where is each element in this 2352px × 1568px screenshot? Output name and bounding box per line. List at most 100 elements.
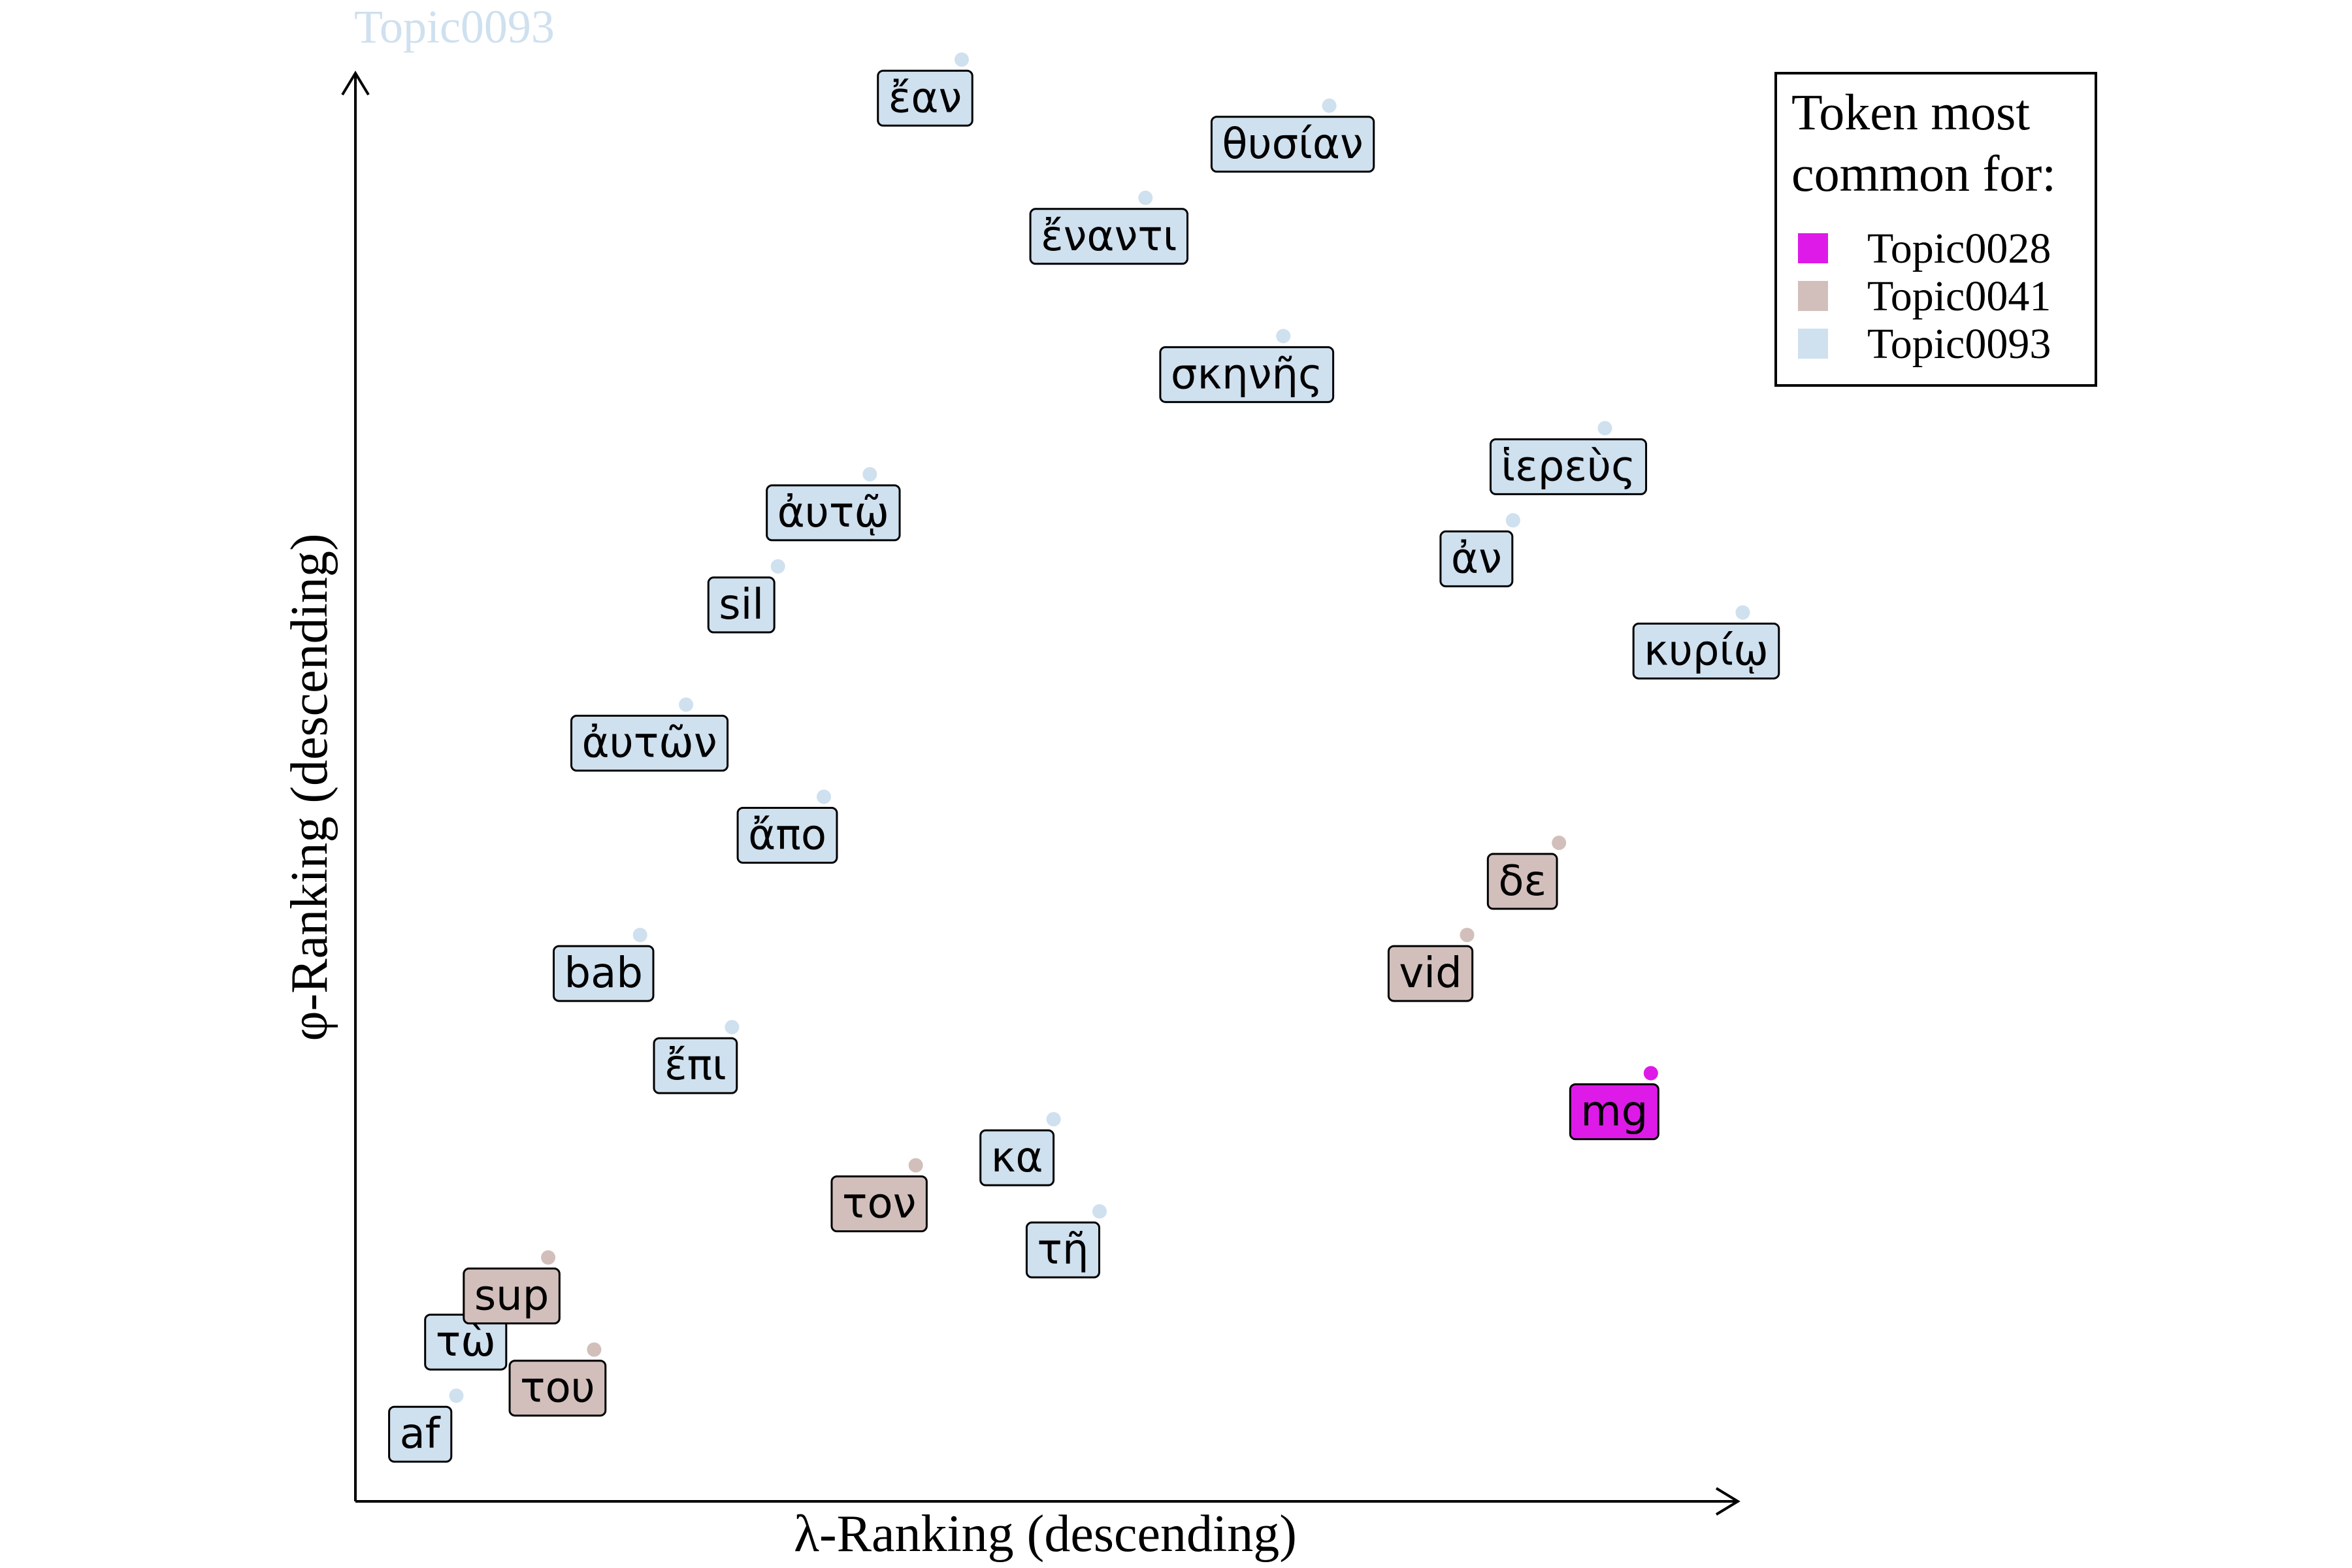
point-marker: [817, 789, 832, 804]
point-marker: [1735, 605, 1750, 620]
token-label-box: [388, 1405, 453, 1463]
token-point-topic0093: sil: [707, 559, 785, 634]
token-label-box: [1159, 346, 1335, 403]
token-label: ἱερεὺς: [1501, 442, 1635, 491]
token-label: ἔαν: [889, 74, 962, 122]
point-marker: [770, 559, 785, 574]
point-marker: [1092, 1204, 1107, 1219]
token-label-box: [766, 484, 901, 542]
token-point-topic0041: τoν: [830, 1158, 928, 1233]
legend-title-line-2: common for:: [1791, 145, 2056, 202]
token-point-topic0093: ἀυτῷ: [766, 466, 901, 542]
token-label-box: [736, 807, 838, 864]
point-marker: [1505, 513, 1520, 528]
legend-box: [1774, 72, 2097, 387]
token-label-box: [1569, 1083, 1659, 1141]
token-label-box: [1439, 530, 1514, 587]
token-label: ἔναντι: [1041, 212, 1177, 261]
legend-label-topic0028: Topic0028: [1867, 225, 2051, 272]
point-marker: [679, 697, 694, 712]
token-label-box: [979, 1129, 1055, 1186]
token-label: τῆ: [1037, 1226, 1088, 1274]
point-marker: [1276, 329, 1291, 344]
token-point-topic0093: af: [388, 1388, 464, 1463]
token-label-box: [1489, 438, 1648, 495]
token-label-box: [463, 1267, 561, 1325]
token-label: bab: [564, 949, 643, 998]
token-point-topic0093: θυσίαν: [1210, 98, 1375, 173]
x-axis: [355, 1487, 1740, 1516]
token-label: ἀυτῶν: [582, 719, 717, 767]
legend-swatch-topic0093: [1798, 329, 1828, 359]
token-point-topic0093: κυρίῳ: [1632, 605, 1780, 679]
token-label: δε: [1498, 857, 1546, 906]
token-point-topic0093: bab: [553, 928, 655, 1002]
legend-label-topic0093: Topic0093: [1867, 320, 2051, 368]
token-label-box: [830, 1175, 928, 1233]
token-point-topic0028: mg: [1569, 1066, 1659, 1141]
token-point-topic0093: ἄπο: [736, 789, 838, 864]
token-label: mg: [1580, 1088, 1648, 1136]
token-label-box: [553, 945, 655, 1002]
point-marker: [908, 1158, 923, 1173]
token-label-box: [1486, 853, 1558, 910]
token-label-box: [1387, 945, 1474, 1002]
point-marker: [1322, 98, 1337, 113]
token-point-topic0093: ἔναντι: [1029, 190, 1189, 265]
token-label: τoυ: [520, 1364, 595, 1413]
chart-title: Topic0093: [354, 1, 555, 53]
legend: Token most common for: Topic0028 Topic00…: [1774, 72, 2097, 387]
token-label-box: [877, 69, 973, 127]
point-marker: [449, 1388, 464, 1403]
token-label-box: [508, 1360, 607, 1417]
token-point-topic0093: ἱερεὺς: [1489, 421, 1648, 495]
token-label: σκηνῆς: [1171, 350, 1323, 399]
token-label: τoν: [842, 1180, 916, 1228]
point-marker: [1597, 421, 1612, 436]
token-label: sup: [474, 1272, 549, 1320]
y-axis: [341, 71, 370, 1501]
point-marker: [587, 1342, 602, 1357]
token-label: τὼ: [436, 1318, 496, 1366]
token-point-topic0093: ἀυτῶν: [570, 697, 729, 772]
token-point-topic0041: δε: [1486, 836, 1567, 910]
token-label: κα: [991, 1134, 1043, 1182]
token-label: vid: [1399, 949, 1462, 998]
point-marker: [1046, 1112, 1061, 1127]
token-label: ἀν: [1451, 534, 1502, 583]
token-label: af: [400, 1410, 441, 1458]
point-marker: [862, 466, 877, 482]
token-label: ἔπι: [664, 1041, 727, 1090]
token-point-topic0041: vid: [1387, 928, 1475, 1002]
token-label-box: [1029, 208, 1189, 265]
token-label: sil: [719, 581, 764, 629]
point-marker: [955, 52, 969, 67]
token-label: θυσίαν: [1222, 120, 1363, 169]
token-label-box: [1632, 622, 1780, 679]
token-point-topic0093: κα: [979, 1112, 1061, 1186]
token-label-box: [653, 1037, 738, 1094]
token-point-topic0041: sup: [463, 1250, 561, 1325]
point-marker: [1643, 1066, 1658, 1081]
token-label: κυρίῳ: [1644, 627, 1769, 675]
x-axis-label: λ-Ranking (descending): [794, 1505, 1297, 1563]
legend-swatch-topic0041: [1798, 281, 1828, 311]
point-marker: [725, 1020, 740, 1035]
legend-swatch-topic0028: [1798, 233, 1828, 263]
token-point-topic0093: σκηνῆς: [1159, 329, 1335, 403]
token-label-box: [570, 714, 729, 772]
point-marker: [541, 1250, 556, 1265]
token-point-topic0093: ἔαν: [877, 52, 973, 127]
token-label-box: [707, 576, 776, 634]
point-marker: [1138, 190, 1153, 205]
point-marker: [632, 928, 647, 943]
legend-title-line-1: Token most: [1791, 84, 2030, 140]
point-marker: [1460, 928, 1475, 943]
token-point-topic0093: τῆ: [1025, 1204, 1107, 1279]
point-marker: [1552, 836, 1567, 851]
token-label: ἄπο: [748, 811, 826, 860]
token-label-box: [1025, 1221, 1101, 1279]
legend-label-topic0041: Topic0041: [1867, 272, 2051, 320]
token-point-topic0041: τoυ: [508, 1342, 607, 1417]
